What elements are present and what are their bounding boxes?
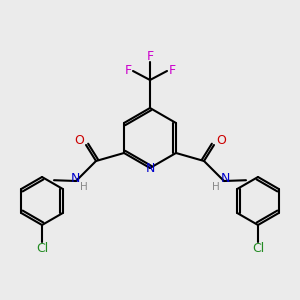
Text: Cl: Cl: [36, 242, 48, 256]
Text: N: N: [220, 172, 230, 185]
Text: N: N: [145, 161, 155, 175]
Text: H: H: [212, 182, 220, 192]
Text: F: F: [146, 50, 154, 64]
Text: H: H: [80, 182, 88, 192]
Text: O: O: [216, 134, 226, 146]
Text: Cl: Cl: [252, 242, 264, 256]
Text: O: O: [74, 134, 84, 146]
Text: F: F: [168, 64, 175, 77]
Text: N: N: [70, 172, 80, 185]
Text: F: F: [124, 64, 132, 77]
